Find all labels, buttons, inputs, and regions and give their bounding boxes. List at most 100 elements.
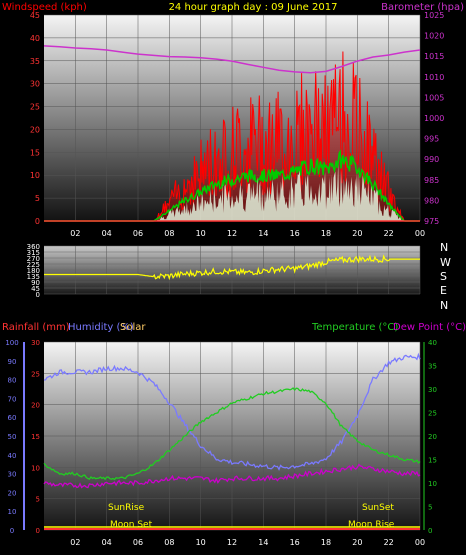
barometer-tick-label: 975: [424, 217, 439, 226]
rainfall-axis-label: Rainfall (mm): [2, 322, 70, 333]
panel3-x-tick: 20: [352, 538, 362, 547]
temperature-tick-label: 40: [428, 339, 437, 347]
panel3-x-tick: 00: [415, 538, 425, 547]
direction-letter-n-top: N: [440, 241, 448, 254]
windspeed-tick-label: 15: [30, 148, 40, 157]
panel3-x-tick: 16: [290, 538, 300, 547]
windspeed-tick-label: 40: [30, 34, 40, 43]
panel3-x-tick: 06: [133, 538, 143, 547]
temperature-line: [43, 387, 421, 481]
sunset-label: SunSet: [362, 503, 394, 513]
panel3-x-tick: 18: [321, 538, 331, 547]
humidity-tick-label: 100: [5, 339, 18, 347]
solar-axis-label: Solar: [120, 322, 146, 333]
moonrise-label: Moon Rise: [348, 520, 395, 530]
rainfall-tick-label: 25: [31, 370, 40, 378]
rainfall-tick-label: 5: [36, 496, 40, 504]
barometer-tick-label: 1010: [424, 73, 444, 82]
dewpoint-axis-label: Dew Point (°C): [393, 322, 466, 333]
panel2-wind-direction: [44, 254, 420, 281]
panel1-x-tick: 18: [321, 229, 331, 238]
panel1-x-tick: 08: [164, 229, 174, 238]
temperature-axis-label: Temperature (°C): [311, 322, 398, 333]
panel1-x-tick: 02: [70, 229, 80, 238]
barometer-tick-label: 1015: [424, 52, 444, 61]
temperature-tick-label: 25: [428, 410, 437, 418]
humidity-tick-label: 60: [8, 414, 17, 422]
windspeed-tick-label: 35: [30, 57, 40, 66]
barometer-tick-label: 1000: [424, 114, 444, 123]
panel3-x-tick: 10: [196, 538, 206, 547]
panel1-x-tick: 22: [384, 229, 394, 238]
direction-tick-label: 225: [27, 261, 40, 269]
panel1-x-tick: 12: [227, 229, 237, 238]
direction-letter-e: E: [440, 284, 447, 297]
humidity-tick-label: 40: [8, 452, 17, 460]
humidity-tick-label: 20: [8, 489, 17, 497]
temperature-tick-label: 5: [428, 504, 432, 512]
humidity-tick-label: 90: [8, 358, 17, 366]
chart-title: 24 hour graph day : 09 June 2017: [169, 2, 338, 13]
direction-tick-label: 135: [27, 273, 40, 281]
gridlines: [44, 14, 421, 531]
temperature-tick-label: 35: [428, 363, 437, 371]
direction-tick-label: 315: [27, 249, 40, 257]
barometer-tick-label: 980: [424, 196, 439, 205]
rainfall-tick-label: 10: [31, 464, 40, 472]
panel1-x-tick: 06: [133, 229, 143, 238]
windspeed-tick-label: 5: [35, 194, 40, 203]
panel3-temp-humidity: [43, 352, 421, 530]
humidity-tick-label: 30: [8, 471, 17, 479]
direction-tick-label: 270: [27, 255, 40, 263]
humidity-axis-label: Humidity (%): [68, 322, 134, 333]
rainfall-tick-label: 0: [36, 527, 40, 535]
barometer-tick-label: 995: [424, 135, 439, 144]
humidity-tick-label: 70: [8, 395, 17, 403]
barometer-axis-label: Barometer (hpa): [381, 2, 464, 13]
temperature-tick-label: 20: [428, 433, 437, 441]
panel3-x-tick: 12: [227, 538, 237, 547]
rainfall-tick-label: 15: [31, 433, 40, 441]
barometer-tick-label: 1025: [424, 11, 444, 20]
rainfall-tick-label: 20: [31, 402, 40, 410]
panel3-x-tick: 02: [70, 538, 80, 547]
panel1-x-tick: 14: [258, 229, 268, 238]
moonset-label: Moon Set: [110, 520, 153, 530]
temperature-tick-label: 0: [428, 527, 432, 535]
direction-tick-label: 45: [31, 285, 40, 293]
dewpoint-line: [43, 463, 421, 489]
sunrise-label: SunRise: [108, 503, 145, 513]
windspeed-axis-label: Windspeed (kph): [2, 2, 87, 13]
direction-tick-label: 180: [27, 267, 40, 275]
windspeed-area: [44, 51, 420, 221]
barometer-tick-label: 990: [424, 155, 439, 164]
humidity-tick-label: 0: [10, 527, 14, 535]
windspeed-tick-label: 0: [35, 217, 40, 226]
panel3-x-tick: 08: [164, 538, 174, 547]
barometer-line: [43, 45, 421, 74]
panel3-x-tick: 22: [384, 538, 394, 547]
axes-ticks: 0202040406060808101012121414161618182020…: [5, 11, 444, 547]
direction-letter-w: W: [440, 256, 451, 269]
windspeed-tick-label: 10: [30, 171, 40, 180]
direction-letter-n-bottom: N: [440, 299, 448, 312]
humidity-tick-label: 10: [8, 508, 17, 516]
panel1-x-tick: 04: [102, 229, 112, 238]
direction-letter-s: S: [440, 270, 447, 283]
windspeed-tick-label: 25: [30, 103, 40, 112]
direction-tick-label: 90: [31, 279, 40, 287]
direction-tick-label: 360: [27, 243, 40, 251]
panel1-x-tick: 00: [415, 229, 425, 238]
wind-direction-line: [44, 254, 420, 281]
panel3-x-tick: 14: [258, 538, 268, 547]
rainfall-tick-label: 30: [31, 339, 40, 347]
panel3-x-tick: 04: [102, 538, 112, 547]
wind-lull-area: [44, 164, 420, 221]
barometer-tick-label: 985: [424, 176, 439, 185]
windspeed-tick-label: 30: [30, 80, 40, 89]
barometer-tick-label: 1020: [424, 32, 444, 41]
direction-tick-label: 0: [36, 291, 40, 299]
panel1-x-tick: 10: [196, 229, 206, 238]
temperature-tick-label: 15: [428, 457, 437, 465]
panel1-x-tick: 16: [290, 229, 300, 238]
